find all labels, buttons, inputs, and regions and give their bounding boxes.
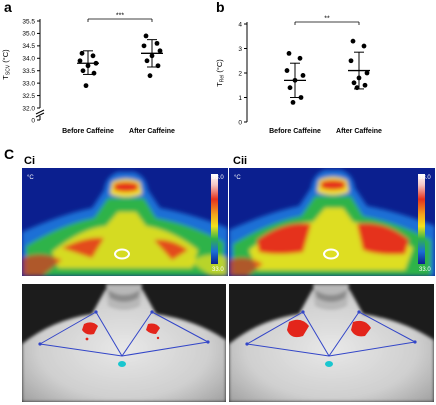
significance-stars: ***	[116, 13, 124, 20]
grayscale-image-after	[229, 284, 434, 402]
hotspot-right	[146, 323, 160, 334]
thermal-image-after: °C 38.0 33.0	[229, 168, 435, 276]
data-point	[149, 53, 155, 59]
annotation-lines	[39, 311, 209, 357]
data-point	[143, 33, 149, 39]
data-point	[350, 38, 356, 44]
data-point	[154, 40, 160, 46]
data-point	[290, 100, 296, 105]
y-tick-label: 35.5	[22, 18, 35, 25]
annotation-lines-after	[246, 311, 416, 357]
data-point	[298, 95, 304, 100]
data-point	[348, 58, 354, 64]
y-tick-label: 3	[238, 46, 242, 53]
significance-stars: **	[324, 16, 330, 23]
panel-label-cii: Cii	[233, 155, 248, 167]
marker-dot	[118, 361, 126, 367]
annotated-body-before	[22, 284, 226, 402]
y-tick-label: 35.0	[22, 31, 35, 38]
scale-max-label-after: 38.0	[419, 175, 431, 181]
panel-letter-b: b	[216, 0, 225, 15]
thermal-unit-label: °C	[27, 175, 34, 181]
temperature-scale-bar	[211, 174, 218, 264]
data-point	[157, 48, 163, 54]
y-tick-label: 32.0	[22, 105, 35, 112]
y-axis-label: TRel (°C)	[215, 59, 226, 87]
data-point	[300, 73, 306, 78]
data-point	[147, 73, 153, 79]
data-point	[141, 43, 147, 49]
data-point	[93, 60, 99, 66]
hotspot-right-after	[351, 320, 371, 337]
data-point	[361, 43, 367, 49]
y-tick-label: 2	[238, 70, 242, 77]
data-point	[79, 50, 85, 56]
y-tick-label: 1	[238, 95, 242, 102]
data-point	[351, 80, 357, 86]
data-point	[144, 58, 150, 64]
data-point	[362, 82, 368, 88]
panel-label-ci: Ci	[24, 155, 35, 167]
data-point	[297, 55, 303, 61]
panel-letter-a: a	[4, 0, 12, 15]
data-point	[364, 70, 370, 76]
data-point	[83, 83, 89, 89]
y-tick-label: 4	[238, 21, 242, 28]
y-tick-label: 0	[238, 119, 242, 126]
grayscale-image-before	[22, 284, 226, 402]
scale-min-label-after: 33.0	[419, 267, 431, 273]
thermal-map-before: °C 38.0 33.0	[22, 168, 228, 276]
x-category-label: After Caffeine	[129, 128, 175, 135]
y-tick-label: 34.0	[22, 56, 35, 63]
temperature-scale-bar-after	[418, 174, 425, 264]
data-point	[286, 51, 292, 56]
x-category-label: After Caffeine	[336, 128, 382, 135]
y-tick-label: 33.5	[22, 68, 35, 75]
data-point	[354, 85, 360, 91]
roi-ellipse-after	[323, 248, 339, 260]
data-point	[77, 58, 83, 64]
y-tick-label: 0	[31, 118, 35, 125]
thermal-map-after: °C 38.0 33.0	[229, 168, 435, 276]
roi-ellipse-before	[114, 248, 130, 260]
y-tick-label: 34.5	[22, 43, 35, 50]
data-point	[80, 68, 86, 74]
data-point	[91, 70, 97, 76]
x-category-label: Before Caffeine	[62, 128, 114, 135]
axis-break-mark	[35, 109, 45, 115]
scale-min-label: 33.0	[212, 267, 224, 273]
data-point	[292, 77, 298, 83]
y-tick-label: 33.0	[22, 80, 35, 87]
hotspot-left-after	[287, 319, 309, 338]
thermal-unit-label-after: °C	[234, 175, 241, 181]
data-point	[85, 63, 91, 69]
thermal-image-before: °C 38.0 33.0	[22, 168, 228, 276]
data-point	[155, 63, 161, 69]
annotated-body-after	[229, 284, 434, 402]
axis-break-mark	[35, 112, 45, 118]
data-point	[287, 85, 293, 91]
y-tick-label: 32.5	[22, 93, 35, 100]
y-axis-label: TSCV (°C)	[1, 49, 12, 80]
data-point	[356, 75, 362, 81]
x-category-label: Before Caffeine	[269, 128, 321, 135]
panel-letter-c: C	[4, 146, 15, 162]
hotspot-left	[82, 322, 98, 335]
chart-a: 0 32.0 32.5 33.0 33.5 34.0 34.5 35.0 35.5 TSCV (°…	[1, 13, 175, 136]
scale-max-label: 38.0	[212, 175, 224, 181]
data-point	[90, 53, 96, 59]
marker-dot-after	[325, 361, 333, 367]
data-point	[284, 68, 290, 73]
chart-b: 0 1 2 3 4 TRel (°C) Before Caffeine After Caffe…	[215, 16, 382, 136]
